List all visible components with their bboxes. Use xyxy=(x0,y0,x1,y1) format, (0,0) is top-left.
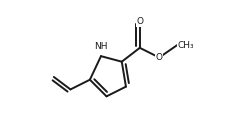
Text: O: O xyxy=(156,53,163,62)
Text: O: O xyxy=(136,17,143,26)
Text: CH₃: CH₃ xyxy=(177,41,194,50)
Text: NH: NH xyxy=(94,42,108,51)
